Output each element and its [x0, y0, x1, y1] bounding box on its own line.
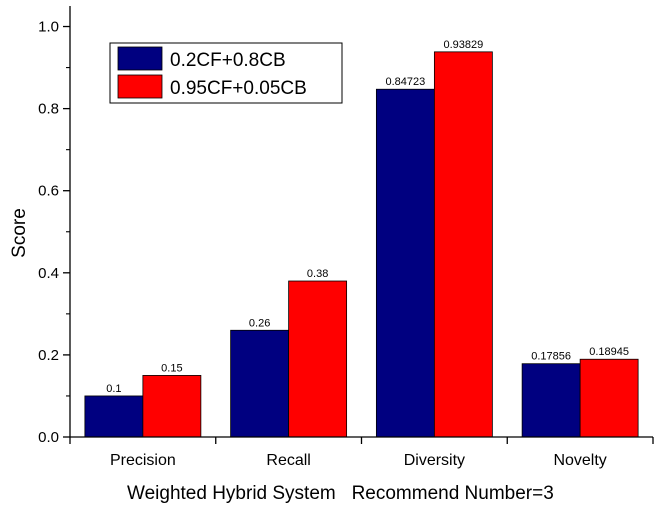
bar-value-label: 0.18945 [589, 346, 629, 358]
bar-value-label: 0.15 [161, 362, 182, 374]
x-category-label: Novelty [553, 452, 606, 469]
y-tick-label: 1.0 [38, 19, 59, 36]
bar-value-label: 0.93829 [443, 39, 483, 51]
bars-group [84, 51, 639, 438]
bar-value-label: 0.26 [249, 317, 270, 329]
x-axis-title: Weighted Hybrid System Recommend Number=… [127, 483, 554, 504]
y-axis-title: Score [9, 208, 30, 258]
y-tick-label: 0.0 [38, 429, 59, 446]
legend-swatch-series-2 [117, 74, 163, 99]
bar-value-label: 0.84723 [385, 76, 425, 88]
x-category-label: Diversity [404, 452, 465, 469]
bar-value-label: 0.1 [106, 383, 121, 395]
bar [521, 363, 581, 438]
y-tick-label: 0.6 [38, 183, 59, 200]
x-ticks-group: Precision Recall Diversity Novelty [69, 437, 654, 469]
y-tick-label: 0.8 [38, 101, 59, 118]
x-category-label: Recall [266, 452, 310, 469]
legend-label-series-2: 0.95CF+0.05CB [170, 78, 307, 99]
bar [579, 358, 639, 438]
bar-value-label: 0.38 [307, 268, 328, 280]
legend-swatch-series-1 [117, 46, 163, 71]
bar [433, 51, 493, 438]
data-labels-group: 0.1 0.15 0.26 0.38 0.84723 0.93829 0.17856 0.18… [106, 39, 629, 395]
y-tick-label: 0.2 [38, 347, 59, 364]
bar [288, 280, 348, 438]
bar [142, 375, 202, 438]
bar-value-label: 0.17856 [531, 351, 571, 363]
legend: 0.2CF+0.8CB 0.95CF+0.05CB [109, 42, 343, 104]
legend-label-series-1: 0.2CF+0.8CB [170, 50, 286, 71]
y-ticks-group: 0.0 0.2 0.4 0.6 0.8 1.0 [38, 19, 70, 446]
bar [230, 329, 290, 438]
y-tick-label: 0.4 [38, 265, 59, 282]
bar [84, 395, 144, 438]
x-category-label: Precision [110, 452, 176, 469]
bar [375, 88, 435, 438]
